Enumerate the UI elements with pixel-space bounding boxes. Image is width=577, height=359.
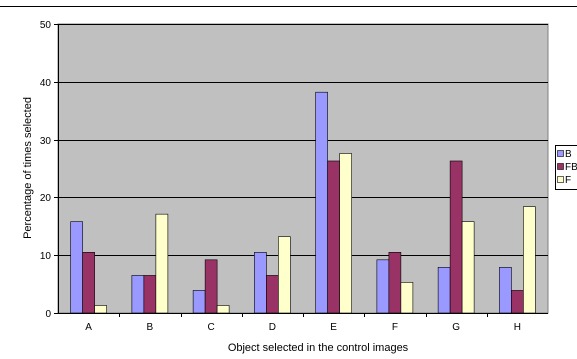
x-tick-label: H bbox=[514, 322, 521, 333]
bar-FB-G bbox=[449, 160, 463, 314]
bar-FB-D bbox=[266, 275, 279, 314]
legend-label-B: B bbox=[565, 149, 572, 160]
plot-background bbox=[57, 23, 549, 314]
bar-FB-C bbox=[204, 259, 218, 314]
bars-group bbox=[70, 91, 536, 314]
y-tick-label: 0 bbox=[45, 309, 51, 320]
y-tick-label: 50 bbox=[40, 20, 52, 31]
x-tick-label: E bbox=[330, 322, 337, 333]
legend-swatch-B bbox=[557, 150, 564, 157]
bar-B-H bbox=[499, 267, 512, 314]
legend-swatch-F bbox=[557, 176, 564, 183]
x-tick-label: C bbox=[208, 322, 215, 333]
y-tick-label: 30 bbox=[40, 136, 52, 147]
y-tick-label: 20 bbox=[40, 193, 52, 204]
bar-FB-E bbox=[327, 160, 340, 314]
bar-F-B bbox=[155, 213, 169, 314]
bar-F-E bbox=[339, 153, 352, 314]
bar-FB-H bbox=[511, 290, 524, 314]
legend-swatch-FB bbox=[557, 163, 564, 170]
bar-B-D bbox=[254, 252, 267, 314]
bar-FB-B bbox=[143, 275, 157, 314]
bar-B-E bbox=[315, 91, 328, 314]
bar-F-C bbox=[216, 305, 230, 314]
legend-label-F: F bbox=[565, 175, 571, 186]
y-tick-label: 10 bbox=[40, 251, 52, 262]
bar-B-A bbox=[70, 221, 83, 314]
bar-B-C bbox=[192, 290, 206, 314]
y-axis-ticks: 0 10 20 30 40 50 bbox=[40, 20, 58, 320]
legend-label-FB: FB bbox=[565, 162, 577, 173]
bar-B-B bbox=[131, 275, 145, 314]
bar-F-A bbox=[94, 305, 107, 314]
x-tick-label: G bbox=[452, 322, 460, 333]
bar-F-D bbox=[278, 236, 291, 314]
bar-B-G bbox=[437, 267, 451, 314]
bar-F-F bbox=[400, 282, 414, 314]
bar-F-G bbox=[461, 221, 475, 314]
bar-B-F bbox=[376, 259, 390, 314]
x-tick-label: D bbox=[269, 322, 276, 333]
bar-FB-A bbox=[82, 252, 95, 314]
plot-area bbox=[57, 23, 549, 314]
legend: B FB F bbox=[555, 145, 577, 190]
x-axis-ticks: A B C D E F G H bbox=[85, 313, 521, 333]
x-axis-title: Object selected in the control images bbox=[228, 342, 409, 354]
bar-FB-F bbox=[388, 252, 402, 314]
x-tick-label: B bbox=[147, 322, 154, 333]
bar-F-H bbox=[523, 206, 536, 314]
y-axis-title: Percentage of times selected bbox=[22, 97, 34, 239]
x-tick-label: A bbox=[85, 322, 92, 333]
y-tick-label: 40 bbox=[40, 78, 52, 89]
x-tick-label: F bbox=[392, 322, 398, 333]
